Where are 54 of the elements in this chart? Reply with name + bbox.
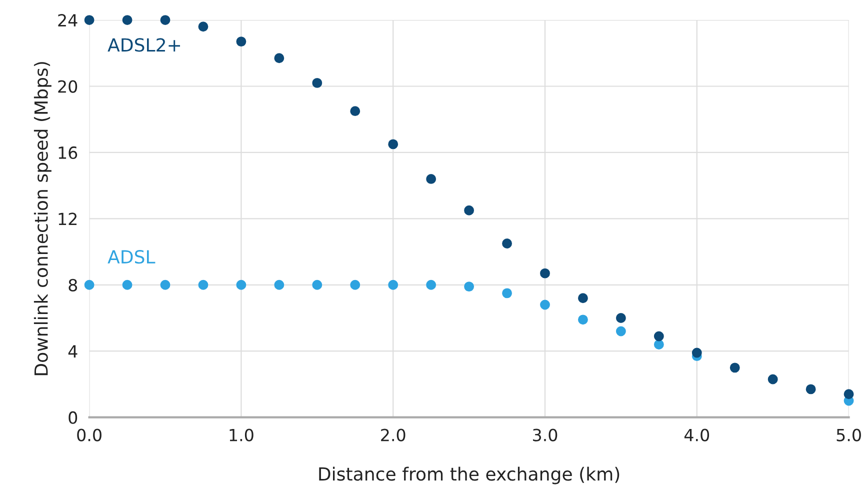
point — [768, 374, 778, 384]
point — [388, 139, 398, 150]
x-tick-label: 5.0 — [836, 428, 861, 442]
point — [312, 78, 322, 88]
point — [730, 362, 740, 373]
point — [274, 53, 284, 64]
point — [692, 348, 702, 358]
point — [806, 384, 816, 394]
series-label: ADSL — [108, 250, 156, 264]
point — [540, 268, 550, 278]
x-tick-label: 1.0 — [230, 428, 254, 442]
y-tick-label: 0 — [68, 411, 78, 424]
y-tick-label: 20 — [58, 80, 78, 93]
point — [654, 331, 664, 342]
point — [84, 280, 94, 290]
point — [122, 280, 132, 290]
point — [274, 280, 284, 290]
point — [540, 300, 550, 310]
point — [198, 22, 208, 32]
x-tick-label: 2.0 — [381, 428, 406, 442]
point — [502, 238, 512, 248]
y-axis-title: Downlink connection speed (Mbps) — [34, 62, 52, 376]
point — [84, 15, 94, 26]
point — [350, 280, 360, 290]
point — [236, 36, 246, 47]
point — [616, 313, 626, 323]
x-tick-label: 4.0 — [684, 428, 710, 442]
point — [426, 174, 436, 184]
y-tick-label: 4 — [68, 345, 78, 358]
point — [654, 340, 664, 350]
point — [578, 314, 588, 325]
y-tick-label: 24 — [58, 14, 78, 26]
point — [160, 280, 170, 290]
point — [578, 293, 588, 304]
series-label: ADSL2+ — [108, 38, 180, 52]
point — [312, 280, 322, 290]
point — [236, 280, 246, 290]
x-tick-label: 0.0 — [77, 428, 102, 442]
point — [616, 326, 626, 336]
point — [464, 205, 474, 216]
y-tick-label: 16 — [58, 146, 78, 160]
point — [160, 15, 170, 26]
point — [464, 282, 474, 292]
x-axis-title: Distance from the exchange (km) — [319, 466, 620, 484]
point — [198, 280, 208, 290]
y-tick-label: 8 — [68, 278, 78, 292]
point — [844, 389, 854, 400]
x-tick-label: 3.0 — [533, 428, 558, 442]
point — [122, 15, 132, 26]
point — [388, 280, 398, 290]
point — [502, 288, 512, 298]
y-tick-label: 12 — [58, 212, 77, 226]
point — [426, 280, 436, 290]
point — [350, 106, 360, 116]
